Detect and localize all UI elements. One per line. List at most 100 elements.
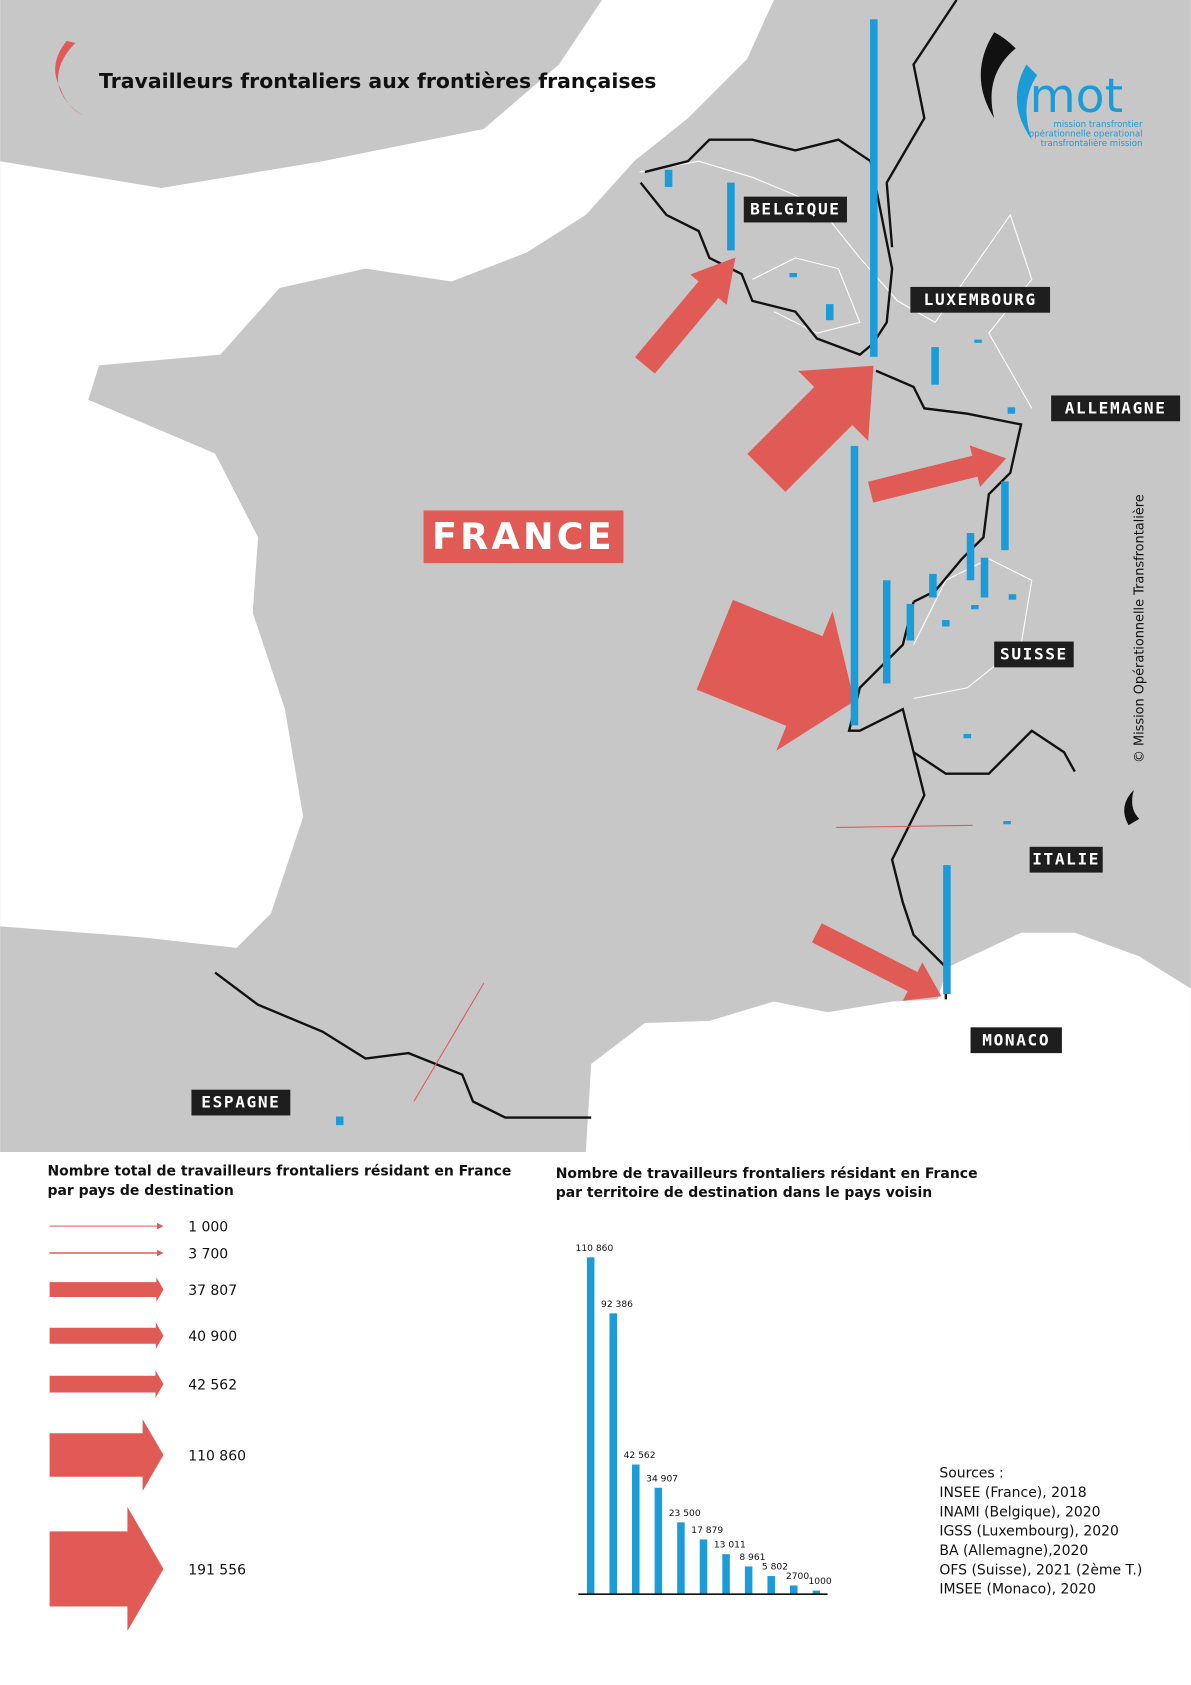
map-bar [906,603,915,641]
bar-chart: 110 860 92 386 42 562 34 907 23 500 17 879 13 … [576,1244,832,1594]
map-bar [727,182,735,251]
bar-value-label: 1000 [808,1577,831,1587]
map-arrow [811,923,942,1001]
map-bar [1001,481,1009,551]
legend-title: Nombre total de travailleurs frontaliers… [47,1164,511,1180]
map-bar [971,605,979,610]
map-bar [931,347,939,385]
bar [609,1313,617,1594]
source-line: IGSS (Luxembourg), 2020 [939,1524,1119,1540]
bar-value-label: 13 011 [714,1541,746,1551]
map-bar [882,580,891,684]
atlantic-sea [0,0,774,948]
bar-value-label: 42 562 [624,1451,656,1461]
map-arrow [696,599,855,751]
bar-value-label: 92 386 [601,1300,633,1310]
france-box [423,510,624,564]
map-bar [974,339,982,343]
country-label: ALLEMAGNE [1065,398,1167,417]
map-arrow [836,824,973,828]
legend-label: 40 900 [188,1329,237,1345]
label-box [191,1089,291,1116]
map-bar [966,533,975,581]
bar [722,1554,730,1594]
country-label: ITALIE [1032,850,1100,869]
legend-arrow [49,1222,164,1230]
logo-name: mot [1030,69,1124,124]
label-box [1029,846,1103,873]
legend-label: 110 860 [188,1448,246,1464]
border-belgium [639,138,894,356]
chart-title: Nombre de travailleurs frontaliers résid… [556,1166,978,1182]
title-bracket [55,40,84,117]
map-arrow [747,365,874,492]
bar-value-label: 8 961 [739,1553,765,1563]
bar [699,1539,708,1594]
map-bar [943,865,951,995]
bar [812,1590,821,1594]
map-bar [1007,407,1016,414]
legend-arrow [49,1249,164,1257]
sources-title: Sources : [939,1466,1003,1482]
map-bar [980,557,989,598]
legend-label: 191 556 [188,1562,246,1578]
logo-crescent [1016,64,1038,140]
source-line: OFS (Suisse), 2021 (2ème T.) [939,1562,1142,1578]
map-bar [1003,821,1011,825]
chart-title: par territoire de destination dans le pa… [556,1185,933,1201]
logo-crescent [980,32,1016,119]
map-arrow [413,983,485,1102]
bar-value-label: 17 879 [691,1526,723,1536]
logo-line: transfrontalière mission [1041,138,1143,149]
country-label: ESPAGNE [201,1093,280,1112]
border-switzerland [847,601,1076,775]
source-line: BA (Allemagne),2020 [939,1543,1088,1559]
legend-title: par pays de destination [47,1183,233,1199]
legend-label: 3 700 [188,1246,228,1262]
country-label: LUXEMBOURG [924,290,1037,309]
credit: © Mission Opérationnelle Transfrontalièr… [1133,494,1148,763]
map-bar [1008,594,1017,600]
credit-logo [1124,789,1140,826]
country-labels: BELGIQUE LUXEMBOURG ALLEMAGNE SUISSE ITALIE M… [191,196,1181,1116]
legend-arrow [49,1322,164,1349]
bar [586,1257,595,1594]
legend-arrow [49,1277,164,1302]
border-italy [890,751,948,1000]
bar-value-label: 110 860 [576,1244,614,1254]
legend-arrow [49,1419,164,1491]
bar-value-label: 5 802 [762,1563,788,1573]
title: Travailleurs frontaliers aux frontières … [99,69,656,93]
label-box [743,196,847,223]
france-label: FRANCE [432,515,615,558]
map-arrow [868,445,1007,503]
country-label: BELGIQUE [750,200,841,219]
map-bars [335,19,1017,1126]
region-lines [913,558,1033,700]
bar-value-label: 34 907 [646,1474,678,1484]
map-bar [850,445,859,726]
legend-label: 1 000 [188,1220,228,1236]
label-box [994,641,1074,668]
source-line: INAMI (Belgique), 2020 [939,1504,1100,1520]
map-bar [942,620,950,627]
map-bar [963,733,972,739]
map-bar [870,19,878,357]
source-line: INSEE (France), 2018 [939,1485,1086,1501]
map-bar [664,169,673,187]
legend-arrow [49,1370,164,1398]
country-label: MONACO [982,1030,1050,1049]
label-box [1051,395,1181,422]
legend-label: 42 562 [188,1377,237,1393]
bar [677,1522,685,1594]
map-bar [929,573,937,598]
legend-arrow [49,1506,164,1632]
border-germany [875,369,1023,603]
logo-line: mission transfrontier [1053,120,1143,130]
map-bar [826,304,834,321]
bar [767,1576,775,1594]
bar [632,1464,640,1594]
map-bar [335,1116,344,1126]
map-arrow [635,257,736,374]
